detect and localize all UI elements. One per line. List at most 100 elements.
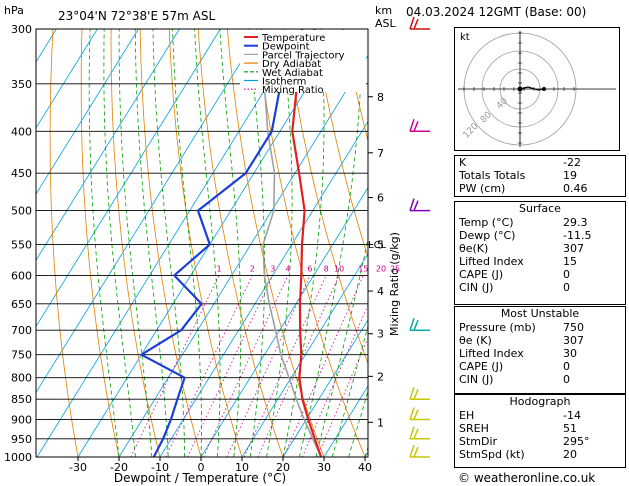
hodograph-trace bbox=[519, 86, 545, 91]
mu-pressure-row: Pressure (mb) 750 bbox=[459, 321, 584, 334]
wet-adiabat-line bbox=[248, 29, 266, 457]
x-tick-label: 30 bbox=[317, 461, 331, 474]
x-axis-title: Dewpoint / Temperature (°C) bbox=[114, 471, 286, 485]
sreh-row: SREH 51 bbox=[459, 422, 577, 435]
km-tick-label: 3 bbox=[377, 328, 384, 341]
wind-barb-feather bbox=[413, 446, 419, 458]
surface-temp-row: Temp (°C) 29.3 bbox=[459, 216, 588, 229]
temperature-axis: -30 -20 -10 0 10 20 30 40 bbox=[69, 457, 372, 474]
mixing-ratio-line bbox=[302, 304, 368, 457]
x-tick-label: 10 bbox=[235, 461, 249, 474]
pressure-tick-label: 350 bbox=[11, 78, 32, 91]
surface-panel: Surface Temp (°C) 29.3 Dewp (°C) -11.5 θe(… bbox=[454, 201, 626, 305]
most-unstable-panel: Most Unstable Pressure (mb) 750 θe (K) 307… bbox=[454, 306, 626, 394]
surface-theta-row: θe(K) 307 bbox=[459, 242, 584, 255]
lcl-label: LCL bbox=[368, 240, 387, 251]
mixing-ratio-labels: 1 2 3 4 6 8 10 15 20 25 bbox=[217, 264, 401, 273]
pressure-tick-label: 550 bbox=[11, 238, 32, 251]
hodograph-panel: Hodograph EH -14 SREH 51 StmDir 295° StmSpd… bbox=[454, 394, 626, 468]
stmdir-row: StmDir 295° bbox=[459, 435, 590, 448]
dry-adiabat-line bbox=[402, 29, 454, 457]
legend-entry: Wet Adiabat bbox=[262, 68, 323, 79]
hodograph-kt-label: kt bbox=[460, 32, 470, 43]
mixing-ratio-line bbox=[130, 275, 220, 457]
km-tick-label: 6 bbox=[377, 192, 384, 205]
pressure-axis: 300 350 400 450 500 550 600 650 700 750 800 850 900 9… bbox=[4, 23, 32, 464]
mixing-ratio-line bbox=[165, 275, 253, 457]
wind-barb-feather bbox=[413, 409, 419, 420]
legend-background bbox=[240, 30, 366, 92]
hodograph-origin-dot bbox=[517, 86, 523, 92]
mixing-ratio-label: 6 bbox=[307, 264, 312, 273]
k-index-row: K -22 bbox=[455, 156, 625, 169]
profiles bbox=[140, 29, 323, 457]
legend-entry: Temperature bbox=[261, 33, 325, 44]
dry-adiabat-line bbox=[139, 29, 202, 457]
wind-barb-feather bbox=[413, 120, 419, 132]
wet-adiabat-line bbox=[152, 29, 185, 457]
surface-cin-row: CIN (J) 0 bbox=[459, 281, 570, 294]
surface-dewp-row: Dewp (°C) -11.5 bbox=[459, 229, 592, 242]
wet-adiabat-line bbox=[219, 29, 242, 457]
isotherm-line bbox=[36, 29, 98, 129]
wind-barb-feather bbox=[409, 444, 415, 458]
hodograph-end-dot bbox=[542, 87, 546, 91]
wet-adiabat-line bbox=[172, 29, 202, 457]
date-title: 04.03.2024 12GMT (Base: 00) bbox=[406, 5, 587, 19]
surface-li-row: Lifted Index 15 bbox=[459, 255, 577, 268]
dry-adiabat-line bbox=[49, 29, 79, 457]
wet-adiabat-line bbox=[331, 324, 368, 457]
pressure-tick-label: 850 bbox=[11, 393, 32, 406]
hodograph: kt 40 80 120 bbox=[454, 27, 620, 151]
mixing-ratio-label: 2 bbox=[250, 264, 255, 273]
pressure-tick-label: 800 bbox=[11, 372, 32, 385]
x-tick-label: 0 bbox=[198, 461, 205, 474]
isotherm-line bbox=[36, 29, 262, 394]
mixing-ratio-label: 4 bbox=[285, 264, 290, 273]
surface-title: Surface bbox=[519, 202, 561, 215]
mixing-ratio-label: 10 bbox=[334, 264, 344, 273]
km-tick-label: 1 bbox=[377, 416, 384, 429]
x-tick-label: -20 bbox=[110, 461, 128, 474]
legend-entry: Parcel Trajectory bbox=[262, 50, 345, 61]
pressure-tick-label: 650 bbox=[11, 298, 32, 311]
legend-entry: Dry Adiabat bbox=[262, 59, 321, 70]
mixing-ratio-label: 3 bbox=[270, 264, 275, 273]
wind-barb-feather bbox=[409, 198, 415, 211]
isotherm-line bbox=[77, 29, 344, 457]
km-tick-label: 5 bbox=[377, 238, 384, 251]
mixing-ratio-label: 25 bbox=[390, 264, 400, 273]
dry-adiabat-line bbox=[110, 29, 161, 457]
wet-adiabat-line bbox=[134, 29, 169, 457]
wind-barb-feather bbox=[413, 18, 419, 30]
eh-row: EH -14 bbox=[459, 409, 581, 422]
parcel-trajectory-line bbox=[260, 29, 322, 457]
pressure-tick-label: 500 bbox=[11, 205, 32, 218]
legend-entry: Isotherm bbox=[262, 77, 306, 88]
km-label: km bbox=[375, 4, 392, 17]
stmspd-row: StmSpd (kt) 20 bbox=[459, 448, 577, 461]
pressure-tick-label: 400 bbox=[11, 125, 32, 138]
isotherm-line bbox=[118, 54, 368, 457]
km-tick-label: 7 bbox=[377, 147, 384, 160]
wet-adiabat-line bbox=[348, 389, 368, 457]
mu-cin-row: CIN (J) 0 bbox=[459, 373, 570, 386]
wind-barb-feather bbox=[413, 319, 419, 331]
skewt-diagram: 3003504004505005506006507007508008509009… bbox=[4, 4, 454, 485]
totals-value: 19 bbox=[563, 169, 577, 182]
y-axis-right-title: Mixing Ratio (g/kg) bbox=[388, 232, 401, 336]
wind-barb-feather bbox=[409, 426, 415, 440]
pw-value: 0.46 bbox=[563, 182, 588, 195]
k-index-value: -22 bbox=[563, 156, 581, 169]
isotherm-line bbox=[36, 29, 303, 457]
pressure-tick-label: 600 bbox=[11, 269, 32, 282]
dewpoint-line bbox=[140, 29, 304, 457]
hodograph-title: Hodograph bbox=[509, 395, 571, 408]
wet-adiabat-line bbox=[118, 29, 153, 457]
mixing-ratio-line bbox=[283, 275, 364, 457]
km-tick-label: 2 bbox=[377, 370, 384, 383]
pw-row: PW (cm) 0.46 bbox=[455, 182, 625, 195]
wind-barb-feather bbox=[413, 200, 419, 211]
pressure-tick-label: 450 bbox=[11, 167, 32, 180]
wind-barb-feather bbox=[413, 388, 419, 400]
